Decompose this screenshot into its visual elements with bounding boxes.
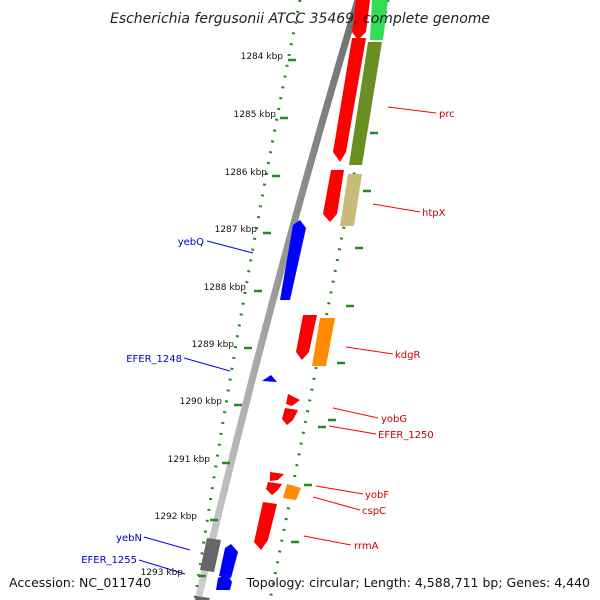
gene-label-EFER_1250: EFER_1250 (378, 430, 434, 441)
kbp-label: 1293 kbp (141, 568, 184, 578)
topology-text: Topology: circular; Length: 4,588,711 bp… (246, 575, 590, 590)
kbp-label: 1288 kbp (204, 283, 247, 293)
accession-text: Accession: NC_011740 (9, 575, 151, 590)
gene-feature (370, 0, 388, 40)
gene-prc (333, 38, 366, 162)
gene-label-kdgR: kdgR (395, 350, 420, 361)
gene-yobF (270, 472, 284, 481)
gene-label-yobF: yobF (365, 490, 389, 501)
label-leaders (138, 106, 437, 575)
kbp-label: 1287 kbp (215, 225, 258, 235)
kbp-label: 1289 kbp (192, 340, 235, 350)
kbp-label: 1284 kbp (241, 52, 284, 62)
gene-kdgR (296, 315, 317, 360)
gene-label-htpX: htpX (422, 208, 446, 219)
gene-kdgR-orange (312, 318, 335, 366)
gene-yebN (219, 544, 238, 578)
gene-feature (195, 596, 210, 600)
gene-htpX-khaki (340, 174, 362, 226)
gene-label-yebN: yebN (116, 533, 142, 544)
kbp-labels: 1284 kbp 1285 kbp 1286 kbp 1287 kbp 1288… (141, 52, 284, 578)
gene-feature (352, 0, 370, 40)
reverse-genes (195, 220, 306, 600)
kbp-label: 1291 kbp (168, 455, 211, 465)
gene-label-prc: prc (439, 109, 455, 120)
kbp-label: 1285 kbp (234, 110, 277, 120)
gene-EFER_1255 (216, 574, 232, 590)
gene-rrmA (254, 502, 277, 550)
kbp-label: 1290 kbp (180, 397, 223, 407)
gene-label-rrmA: rrmA (354, 541, 379, 552)
gene-EFER_1250 (282, 408, 298, 425)
gene-prc-olive (349, 42, 382, 165)
gene-yebN-grey (200, 538, 221, 572)
gene-yebQ (280, 220, 306, 300)
gene-label-yobG: yobG (381, 414, 407, 425)
genome-backbone (194, 0, 362, 600)
gene-yobG (286, 394, 300, 406)
gene-label-yebQ: yebQ (178, 237, 204, 248)
major-ticks (198, 58, 296, 578)
gene-label-EFER_1255: EFER_1255 (81, 555, 137, 566)
map-title: Escherichia fergusonii ATCC 35469, compl… (110, 11, 490, 27)
kbp-label: 1292 kbp (155, 512, 198, 522)
gene-cspC (283, 484, 301, 500)
gene-EFER_1248 (262, 375, 277, 382)
gene-htpX (323, 170, 344, 222)
kbp-label: 1286 kbp (225, 168, 268, 178)
forward-genes (254, 0, 388, 550)
gene-cspC-red (266, 482, 282, 495)
outer-major-ticks (291, 131, 378, 544)
gene-labels: prc htpX kdgR yobG EFER_1250 yobF cspC r… (81, 109, 455, 566)
gene-label-cspC: cspC (362, 506, 386, 517)
gene-label-EFER_1248: EFER_1248 (126, 354, 182, 365)
